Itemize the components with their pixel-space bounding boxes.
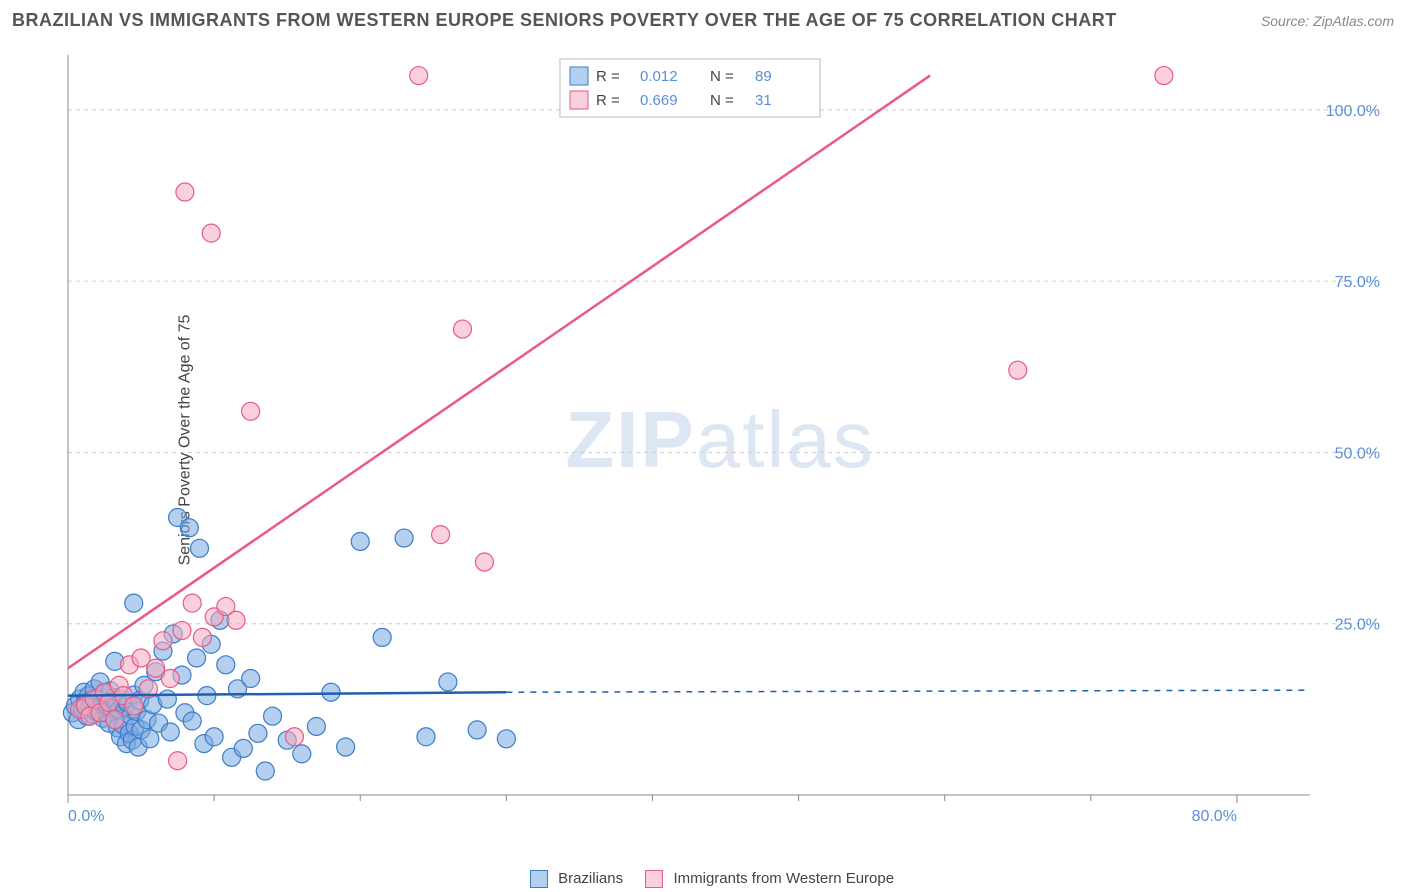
legend-swatch-brazilians bbox=[530, 870, 548, 888]
chart-title: BRAZILIAN VS IMMIGRANTS FROM WESTERN EUR… bbox=[12, 10, 1117, 31]
svg-text:N =: N = bbox=[710, 92, 734, 109]
svg-text:R =: R = bbox=[596, 92, 620, 109]
svg-text:80.0%: 80.0% bbox=[1192, 808, 1237, 825]
svg-text:100.0%: 100.0% bbox=[1326, 103, 1380, 120]
svg-text:31: 31 bbox=[755, 92, 772, 109]
svg-text:75.0%: 75.0% bbox=[1335, 274, 1380, 291]
scatter-chart: 25.0% 50.0% 75.0% 100.0% 0.0% 80.0% R = 0.012 N … bbox=[50, 45, 1390, 835]
legend-label-brazilians: Brazilians bbox=[558, 870, 623, 887]
bottom-legend: Brazilians Immigrants from Western Europ… bbox=[0, 870, 1406, 888]
source-attribution: Source: ZipAtlas.com bbox=[1261, 13, 1394, 29]
legend-label-immigrants: Immigrants from Western Europe bbox=[673, 870, 894, 887]
svg-text:25.0%: 25.0% bbox=[1335, 617, 1380, 634]
svg-text:89: 89 bbox=[755, 68, 772, 85]
svg-text:0.669: 0.669 bbox=[640, 92, 678, 109]
svg-text:0.0%: 0.0% bbox=[68, 808, 104, 825]
svg-text:50.0%: 50.0% bbox=[1335, 445, 1380, 462]
legend-swatch-immigrants bbox=[645, 870, 663, 888]
svg-text:R =: R = bbox=[596, 68, 620, 85]
plot-area: Seniors Poverty Over the Age of 75 ZIPat… bbox=[50, 45, 1390, 835]
svg-text:N =: N = bbox=[710, 68, 734, 85]
svg-text:0.012: 0.012 bbox=[640, 68, 678, 85]
